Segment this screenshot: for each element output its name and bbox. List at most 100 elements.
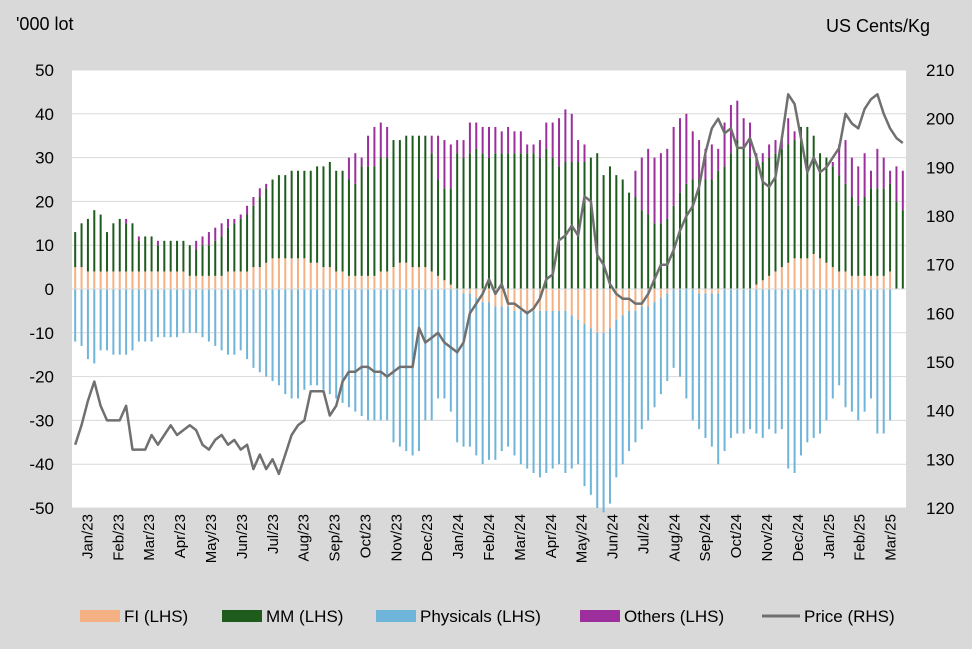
legend-label: FI (LHS) [124,607,188,626]
bar-others [526,144,529,154]
bar-fi [265,262,268,289]
bar-fi [398,262,401,289]
bar-physicals [602,332,605,513]
bar-physicals [226,289,229,355]
bar-fi [373,275,376,289]
bar-physicals [405,289,408,452]
bar-others [564,109,567,162]
bar-fi [857,275,860,289]
bar-fi [468,289,471,294]
bar-mm [297,170,300,259]
legend-label: Price (RHS) [804,607,895,626]
bar-others [379,122,382,158]
left-tick-label: 0 [45,280,54,299]
bar-fi [831,267,834,289]
bar-physicals [825,289,828,421]
bar-others [494,126,497,154]
bar-fi [844,271,847,289]
bar-others [717,148,720,171]
bar-physicals [551,310,554,469]
bar-mm [150,236,153,272]
left-tick-label: -40 [29,455,54,474]
bar-mm [519,153,522,289]
bar-physicals [335,289,338,399]
bar-fi [647,289,650,307]
bar-physicals [768,289,771,430]
bar-others [678,118,681,193]
bar-fi [163,271,166,289]
bar-mm [328,161,331,268]
legend: FI (LHS) MM (LHS) Physicals (LHS) Others (L… [80,607,895,626]
legend-swatch-mm [222,610,262,622]
month-label: Feb/23 [110,514,127,561]
bar-fi [379,271,382,289]
bar-mm [347,179,350,276]
bar-mm [538,157,541,289]
bar-mm [583,161,586,289]
bar-mm [195,249,198,276]
bar-mm [640,210,643,289]
bar-physicals [430,289,433,421]
bar-physicals [341,289,344,403]
bar-mm [564,161,567,289]
bar-mm [309,170,312,263]
bar-mm [596,153,599,289]
bar-others [475,122,478,149]
bar-others [443,140,446,189]
bar-mm [163,240,166,272]
bar-fi [780,267,783,289]
bar-fi [869,275,872,289]
bar-mm [500,153,503,289]
bar-others [774,140,777,154]
bar-mm [316,166,319,263]
bar-mm [182,240,185,272]
right-tick-label: 130 [926,450,954,469]
bar-others [831,161,834,167]
bar-physicals [634,310,637,443]
bar-physicals [685,289,688,399]
bar-physicals [647,306,650,421]
bar-others [500,131,503,154]
bar-mm [666,218,669,289]
bar-fi [500,289,503,307]
bar-fi [704,289,707,294]
bar-physicals [749,289,752,430]
right-tick-label: 170 [926,256,954,275]
bar-mm [430,153,433,272]
bar-mm [417,135,420,268]
bar-others [538,140,541,158]
bar-others [226,218,229,228]
bar-others [583,144,586,162]
bar-fi [405,262,408,289]
bar-physicals [812,289,815,438]
bar-mm [806,126,809,259]
bar-others [850,157,853,198]
bar-mm [749,157,752,289]
bar-mm [468,153,471,289]
month-label: Jul/24 [635,514,652,554]
bar-physicals [831,289,834,399]
bar-fi [424,267,427,289]
bar-physicals [456,289,459,443]
bar-mm [322,166,325,268]
bar-fi [819,258,822,289]
bar-others [863,153,866,198]
left-tick-label: -10 [29,324,54,343]
legend-swatch-others [580,610,620,622]
bar-fi [494,289,497,307]
bar-fi [558,289,561,311]
bar-mm [176,240,179,272]
bar-mm [761,161,764,281]
left-tick-label: -30 [29,411,54,430]
bar-others [481,126,484,154]
bar-mm [678,192,681,289]
bar-physicals [449,289,452,412]
bar-physicals [526,310,529,469]
bar-mm [169,240,172,272]
bar-mm [284,175,287,259]
bar-mm [373,166,376,276]
bar-physicals [386,289,389,421]
bar-fi [640,289,643,307]
bar-mm [265,188,268,263]
bar-others [659,153,662,224]
